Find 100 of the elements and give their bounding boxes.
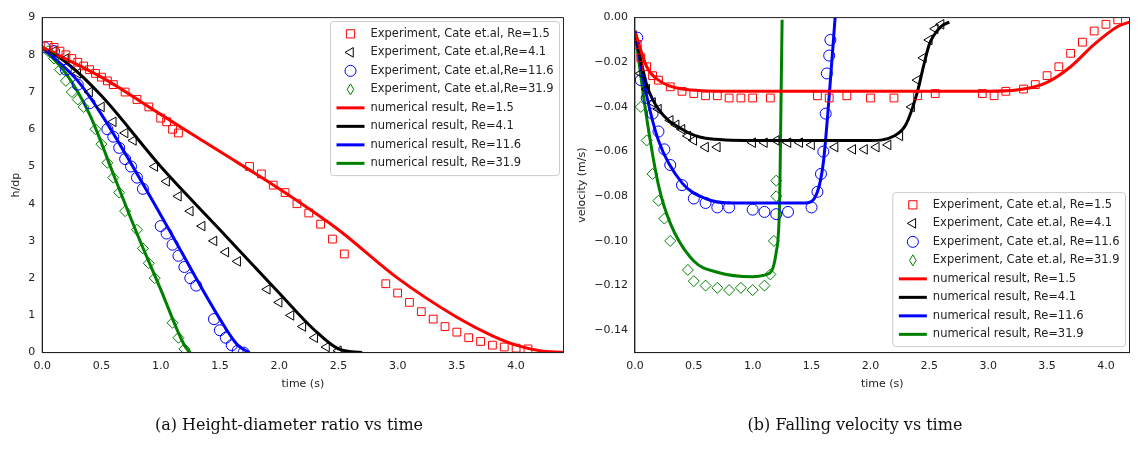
point: [646, 107, 659, 120]
point: [930, 89, 940, 98]
point: [681, 263, 694, 276]
point: [1078, 37, 1087, 47]
point: [636, 53, 646, 63]
y-tick-label: 6: [28, 122, 36, 136]
x-tick-label: 3.5: [1038, 359, 1056, 373]
point: [889, 93, 899, 103]
x-tick-label: 0.0: [33, 359, 51, 373]
point: [142, 257, 155, 270]
point: [652, 125, 665, 138]
point: [724, 93, 734, 103]
point: [130, 171, 143, 184]
point: [393, 288, 403, 298]
point: [699, 141, 709, 153]
point: [764, 268, 777, 281]
x-tick-label: 2.0: [861, 359, 880, 373]
point: [640, 134, 653, 147]
point: [746, 137, 756, 148]
y-tick-label: −0.06: [594, 144, 628, 158]
y-tick-label: −0.02: [594, 55, 628, 69]
point: [190, 279, 203, 292]
point: [71, 68, 81, 79]
point: [127, 135, 137, 146]
point: [332, 345, 342, 353]
point: [711, 281, 724, 294]
point: [523, 344, 533, 353]
x-axis-title: time (s): [860, 377, 904, 391]
y-tick-label: 9: [28, 10, 36, 24]
y-tick-label: 0.00: [603, 10, 628, 24]
point: [304, 208, 314, 218]
point: [701, 91, 710, 101]
point: [219, 246, 230, 258]
point: [765, 93, 775, 103]
point: [813, 91, 822, 101]
point: [499, 342, 509, 352]
legend-label: Experiment, Cate et.al,Re=31.9: [370, 81, 554, 96]
x-tick-label: 2.5: [329, 359, 348, 373]
legend-label: Experiment, Cate et.al,Re=11.6: [370, 62, 554, 77]
point: [280, 188, 290, 197]
y-tick-label: 2: [28, 271, 36, 285]
point: [929, 23, 939, 35]
point: [225, 339, 238, 352]
point: [102, 76, 112, 86]
point: [870, 141, 880, 153]
point: [196, 220, 206, 232]
point: [268, 180, 278, 190]
point: [758, 137, 768, 148]
point: [231, 256, 241, 267]
point: [89, 123, 102, 136]
point: [107, 116, 117, 128]
point: [316, 219, 326, 229]
point: [652, 194, 665, 207]
point: [842, 91, 852, 101]
text: (a) Height-diameter ratio vs time: [154, 415, 424, 434]
point: [156, 113, 166, 123]
point: [634, 100, 647, 113]
x-tick-label: 1.5: [211, 359, 229, 373]
point: [977, 89, 987, 98]
point: [55, 46, 65, 56]
point: [846, 144, 857, 155]
point: [814, 167, 827, 180]
point: [273, 297, 283, 308]
point: [130, 223, 143, 236]
point: [166, 316, 179, 329]
legend-label: Experiment, Cate et.al, Re=4.1: [932, 215, 1113, 230]
legend-label: Experiment, Cate et.al, Re=1.5: [932, 196, 1113, 211]
point: [53, 63, 66, 76]
point: [646, 167, 659, 180]
x-tick-label: 2.0: [270, 359, 288, 373]
point: [132, 95, 142, 104]
point: [913, 91, 922, 101]
point: [770, 208, 783, 221]
point: [866, 93, 875, 103]
y-tick-label: −0.12: [594, 278, 628, 292]
point: [1019, 84, 1028, 94]
legend-label: numerical result, Re=31.9: [932, 326, 1084, 341]
x-tick-label: 3.0: [979, 359, 997, 373]
y-tick-label: −0.14: [594, 323, 628, 337]
point: [154, 220, 167, 233]
point: [640, 83, 650, 95]
point: [917, 52, 927, 64]
point: [711, 141, 721, 153]
point: [136, 182, 149, 195]
point: [819, 107, 832, 120]
point: [676, 124, 686, 135]
point: [119, 153, 132, 166]
point: [168, 124, 177, 134]
point: [91, 69, 100, 78]
y-axis-title: velocity (m/s): [575, 147, 589, 223]
point: [634, 68, 645, 79]
legend-label: Experiment, Cate et.al, Re=31.9: [932, 252, 1120, 267]
y-tick-label: 4: [28, 196, 36, 210]
point: [261, 284, 271, 295]
point: [488, 340, 497, 350]
point: [665, 82, 675, 92]
point: [49, 42, 59, 52]
point: [748, 93, 758, 103]
point: [97, 72, 106, 82]
point: [911, 74, 921, 86]
